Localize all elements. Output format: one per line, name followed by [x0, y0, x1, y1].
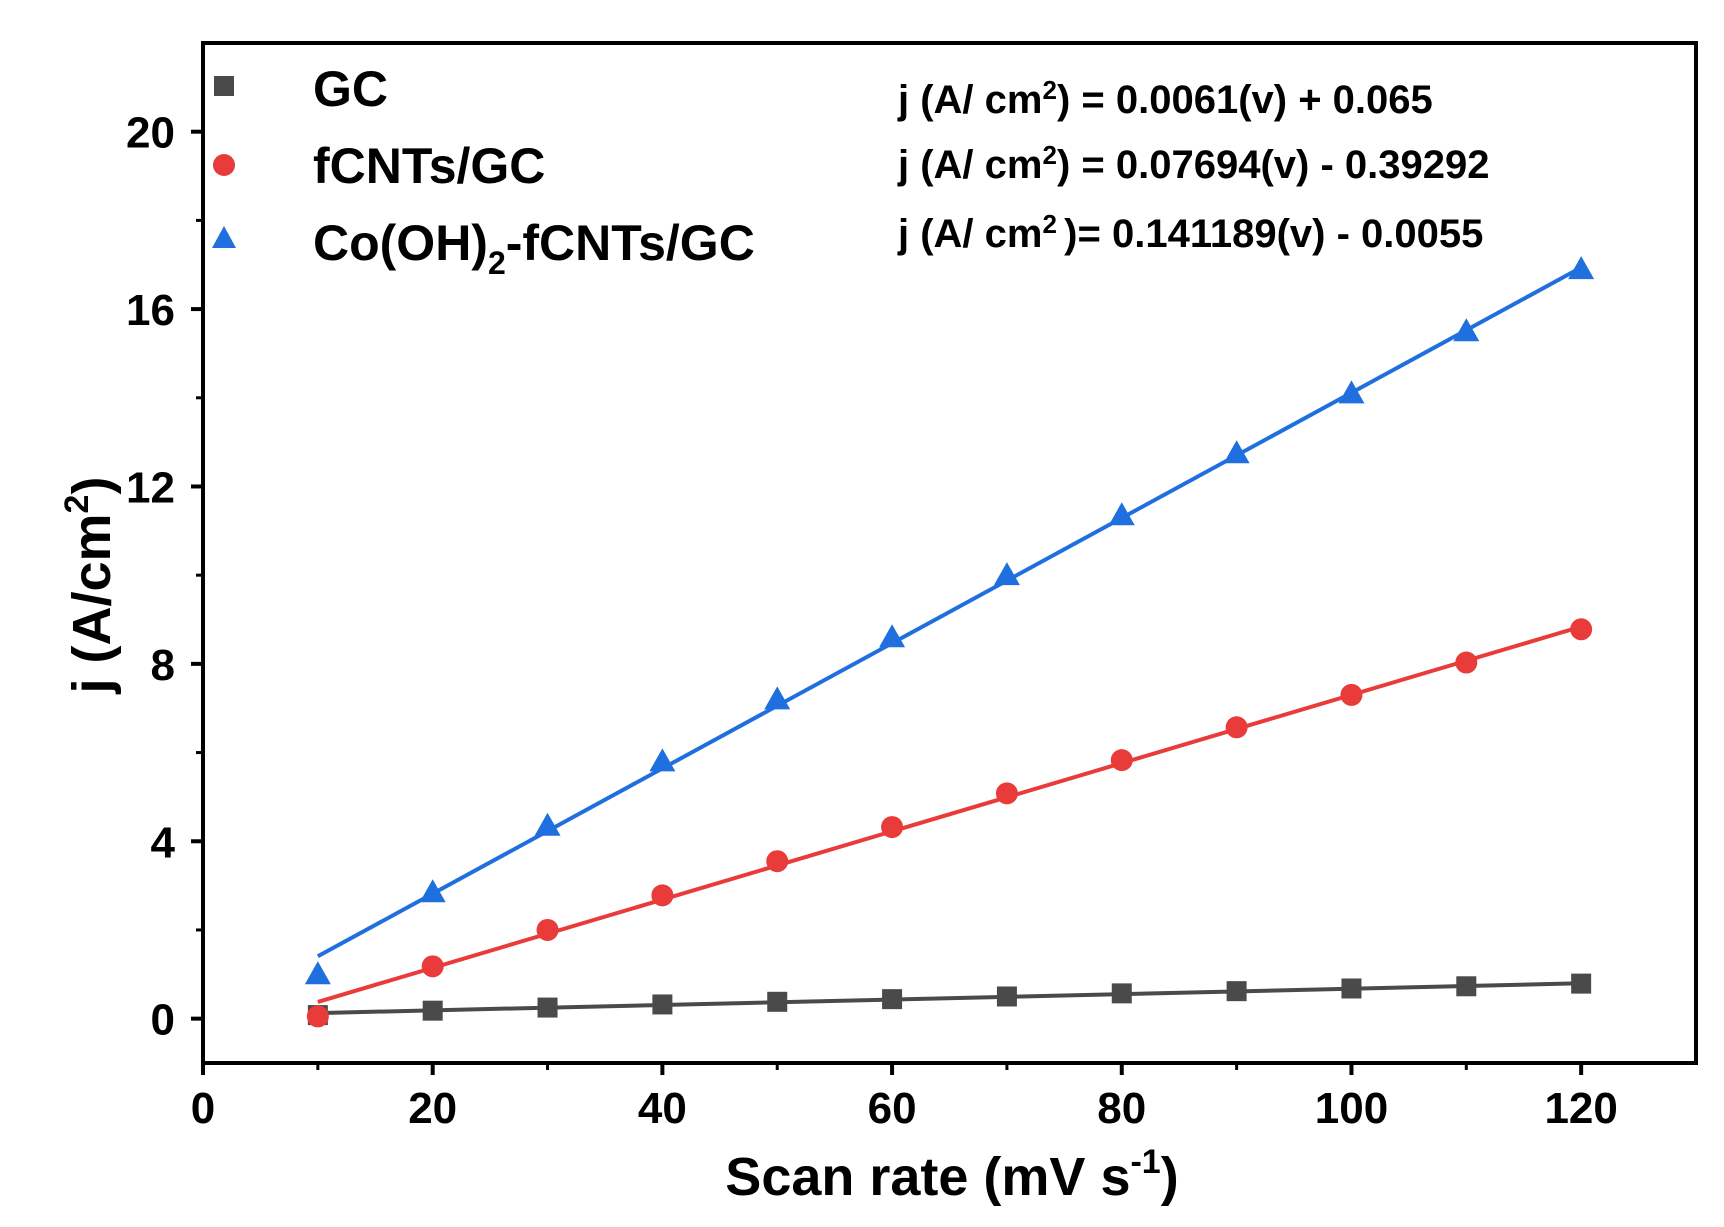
point-fcnts-gc [306, 1005, 329, 1028]
plot-frame [201, 41, 1698, 1065]
x-tick-label: 60 [868, 1084, 917, 1133]
fit-line-fcnts-gc [317, 624, 1582, 1004]
legend-label-gc: GC [313, 61, 388, 117]
x-tick-label: 0 [191, 1084, 215, 1133]
point-fcnts-gc [766, 850, 789, 873]
fit-line-gc [317, 981, 1582, 1016]
x-tick-label: 100 [1315, 1084, 1388, 1133]
legend-label-fcnts-gc: fCNTs/GC [313, 138, 545, 194]
point-co-oh-2-fcnts-gc [1568, 256, 1595, 280]
x-tick-label: 20 [408, 1084, 457, 1133]
x-tick-label: 40 [638, 1084, 687, 1133]
point-gc [537, 997, 558, 1018]
point-fcnts-gc [881, 816, 904, 839]
point-fcnts-gc [421, 955, 444, 978]
legend: GC fCNTs/GC Co(OH)2-fCNTs/GC [212, 61, 755, 281]
point-gc [1456, 976, 1477, 997]
y-tick-label: 12 [126, 463, 175, 512]
point-gc [1226, 981, 1247, 1002]
point-co-oh-2-fcnts-gc [879, 624, 906, 648]
y-axis-title: j (A/cm2) [58, 477, 122, 695]
legend-label-cooh2-fcnts-gc: Co(OH)2-fCNTs/GC [313, 215, 755, 281]
legend-marker-fcnts-gc [213, 154, 235, 176]
point-fcnts-gc [1570, 618, 1593, 641]
point-co-oh-2-fcnts-gc [993, 562, 1020, 586]
point-fcnts-gc [1455, 651, 1478, 674]
point-fcnts-gc [651, 884, 674, 907]
y-tick-label: 16 [126, 286, 175, 335]
point-gc [767, 991, 788, 1012]
point-co-oh-2-fcnts-gc [764, 686, 791, 710]
fit-lines [316, 265, 1583, 1016]
point-co-oh-2-fcnts-gc [649, 748, 676, 772]
fit-equations: j (A/ cm2) = 0.0061(v) + 0.065 j (A/ cm2… [897, 75, 1489, 256]
point-gc [882, 989, 903, 1010]
fit-line-co-oh-2-fcnts-gc [316, 265, 1583, 959]
point-gc [652, 994, 673, 1015]
legend-marker-cooh2-fcnts-gc [212, 226, 236, 248]
y-tick-label: 4 [151, 818, 176, 867]
legend-marker-gc [214, 76, 234, 96]
x-axis-title: Scan rate (mV s-1) [725, 1143, 1178, 1207]
point-co-oh-2-fcnts-gc [1108, 502, 1135, 526]
point-fcnts-gc [536, 918, 559, 941]
x-axis-ticks: 0 20 40 60 80 100 120 [191, 1063, 1618, 1133]
point-gc [1111, 983, 1132, 1004]
point-gc [1571, 973, 1592, 994]
y-tick-label: 8 [151, 641, 175, 690]
point-fcnts-gc [995, 782, 1018, 805]
point-fcnts-gc [1110, 749, 1133, 772]
point-co-oh-2-fcnts-gc [1453, 318, 1480, 342]
equation-fcnts-gc: j (A/ cm2) = 0.07694(v) - 0.39292 [897, 140, 1489, 187]
point-gc [422, 1000, 443, 1021]
point-co-oh-2-fcnts-gc [419, 879, 446, 903]
point-fcnts-gc [1340, 683, 1363, 706]
point-co-oh-2-fcnts-gc [304, 961, 331, 985]
y-tick-label: 0 [151, 996, 175, 1045]
point-gc [996, 986, 1017, 1007]
y-axis-ticks: 0 4 8 12 16 20 [126, 109, 203, 1045]
equation-gc: j (A/ cm2) = 0.0061(v) + 0.065 [897, 75, 1433, 122]
point-gc [1341, 978, 1362, 999]
point-co-oh-2-fcnts-gc [1223, 440, 1250, 464]
point-co-oh-2-fcnts-gc [534, 812, 561, 836]
point-co-oh-2-fcnts-gc [1338, 380, 1365, 404]
point-fcnts-gc [1225, 716, 1248, 739]
data-points [304, 256, 1595, 1028]
x-tick-label: 120 [1544, 1084, 1617, 1133]
equation-cooh2-fcnts-gc: j (A/ cm2 )= 0.141189(v) - 0.0055 [897, 209, 1483, 256]
x-tick-label: 80 [1097, 1084, 1146, 1133]
y-tick-label: 20 [126, 109, 175, 158]
